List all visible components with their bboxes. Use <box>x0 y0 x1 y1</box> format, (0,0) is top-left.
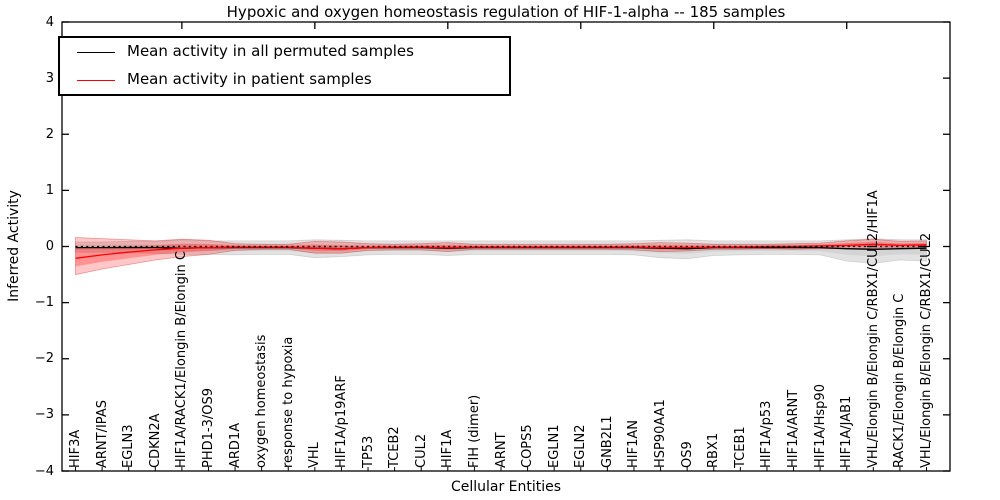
x-tick-label: HIF1A/ARNT <box>786 389 802 468</box>
permuted-band-outer <box>75 238 927 264</box>
x-tick-label: VHL <box>307 442 323 468</box>
x-tick-label: EGLN1 <box>546 424 562 468</box>
x-tick-label: HSP90AA1 <box>653 399 669 468</box>
x-tick-label: VHL/Elongin B/Elongin C/RBX1/CUL2 <box>919 232 934 468</box>
x-tick-label: GNB2L1 <box>599 415 615 468</box>
legend-label: Mean activity in all permuted samples <box>127 42 414 60</box>
y-tick-label: 4 <box>45 14 54 30</box>
y-tick-label: −1 <box>34 295 54 311</box>
x-tick-label: FIH (dimer) <box>466 394 482 468</box>
x-tick-label: HIF1A/RACK1/Elongin B/Elongin C <box>174 251 190 468</box>
legend-item-permuted: Mean activity in all permuted samples <box>60 38 509 68</box>
x-tick-label: EGLN3 <box>121 424 137 468</box>
x-tick-label: PHD1-3/OS9 <box>200 388 216 468</box>
x-tick-label: RBX1 <box>706 432 722 468</box>
x-tick-label: ARNT <box>493 432 509 468</box>
x-tick-label: RACK1/Elongin B/Elongin C <box>892 293 908 468</box>
x-tick-label: VHL/Elongin B/Elongin C/RBX1/CUL2/HIF1A <box>865 190 881 468</box>
x-tick-label: HIF1A/JAB1 <box>839 395 855 468</box>
x-tick-label: TCEB2 <box>387 426 403 468</box>
x-tick-label: HIF1A/p19ARF <box>333 375 349 468</box>
x-tick-label: HIF3A <box>68 429 83 468</box>
x-axis-label: Cellular Entities <box>450 479 562 495</box>
y-tick-label: 3 <box>45 70 54 86</box>
x-tick-label: CDKN2A <box>147 413 163 468</box>
legend-label: Mean activity in patient samples <box>127 70 372 88</box>
x-tick-label: HIF1AN <box>626 420 642 468</box>
x-tick-label: TCEB1 <box>732 426 748 468</box>
chart-title: Hypoxic and oxygen homeostasis regulatio… <box>226 3 786 21</box>
legend-line-sample-red <box>77 80 115 81</box>
x-tick-label: OS9 <box>679 441 695 468</box>
y-tick-label: −2 <box>34 351 54 367</box>
x-tick-label: HIF1A <box>440 429 456 468</box>
x-tick-label: ARD1A <box>227 422 243 468</box>
x-tick-label: ARNT/IPAS <box>94 400 110 468</box>
x-tick-label: TP53 <box>360 435 376 468</box>
x-tick-label: HIF1A/Hsp90 <box>812 384 828 468</box>
legend-line-sample-black <box>77 52 115 53</box>
x-tick-label: EGLN2 <box>573 424 589 468</box>
y-tick-label: 2 <box>45 126 54 142</box>
x-tick-label: COPS5 <box>520 424 536 468</box>
y-tick-label: 0 <box>45 239 54 254</box>
x-tick-label: CUL2 <box>413 433 429 468</box>
x-tick-label: HIF1A/p53 <box>759 400 775 468</box>
x-tick-label: oxygen homeostasis <box>254 334 270 468</box>
y-tick-label: 1 <box>45 182 54 198</box>
legend-item-patient: Mean activity in patient samples <box>60 66 509 96</box>
y-tick-label: −4 <box>34 463 54 479</box>
legend: Mean activity in all permuted samples Me… <box>58 36 511 96</box>
x-tick-label: response to hypoxia <box>280 336 296 468</box>
y-tick-label: −3 <box>34 407 54 423</box>
